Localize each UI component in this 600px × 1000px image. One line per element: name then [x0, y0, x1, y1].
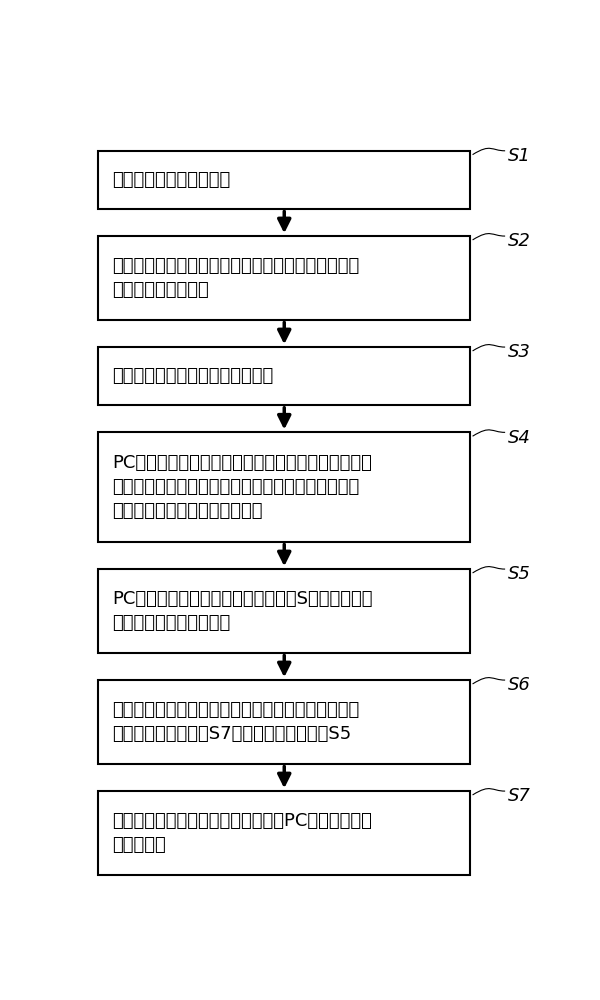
Text: S6: S6: [508, 676, 530, 694]
Bar: [98, 791, 470, 875]
Bar: [98, 236, 470, 320]
Text: 将检测到的数据通过高速接口传输到PC机进行分析、
处理、存储: 将检测到的数据通过高速接口传输到PC机进行分析、 处理、存储: [112, 812, 372, 854]
Text: S3: S3: [508, 343, 530, 361]
Bar: [98, 569, 470, 653]
Text: PC机控制光谱仪停留在光谱仪对应的被测区域内的起
始位置，其中，起始位置为光谱仪对应的被测区域的
四个顶点上的区域中的一个区域: PC机控制光谱仪停留在光谱仪对应的被测区域内的起 始位置，其中，起始位置为光谱仪…: [112, 454, 372, 520]
Text: 将面发光体通电，以点亮被测区域: 将面发光体通电，以点亮被测区域: [112, 367, 274, 385]
Text: 获取面发光体的被测区域: 获取面发光体的被测区域: [112, 171, 230, 189]
Bar: [98, 347, 470, 405]
Bar: [98, 432, 470, 542]
Text: S5: S5: [508, 565, 530, 583]
Text: 检测光谱仪是否完成被测区域的全部检测，若是，则
结束检测并进入步骤S7，若否，则返回步骤S5: 检测光谱仪是否完成被测区域的全部检测，若是，则 结束检测并进入步骤S7，若否，则…: [112, 701, 359, 743]
Text: S4: S4: [508, 429, 530, 447]
Bar: [98, 680, 470, 764]
Text: S2: S2: [508, 232, 530, 250]
Text: S7: S7: [508, 787, 530, 805]
Text: PC机控制光谱仪从起始位置开始，以S形为路线对被
测区域进行逐点遍历检测: PC机控制光谱仪从起始位置开始，以S形为路线对被 测区域进行逐点遍历检测: [112, 590, 373, 632]
Bar: [98, 151, 470, 209]
Text: 将被测区域分为若干个相同的大区域，将大区域分为
若干个相同的小区域: 将被测区域分为若干个相同的大区域，将大区域分为 若干个相同的小区域: [112, 257, 359, 299]
Text: S1: S1: [508, 147, 530, 165]
